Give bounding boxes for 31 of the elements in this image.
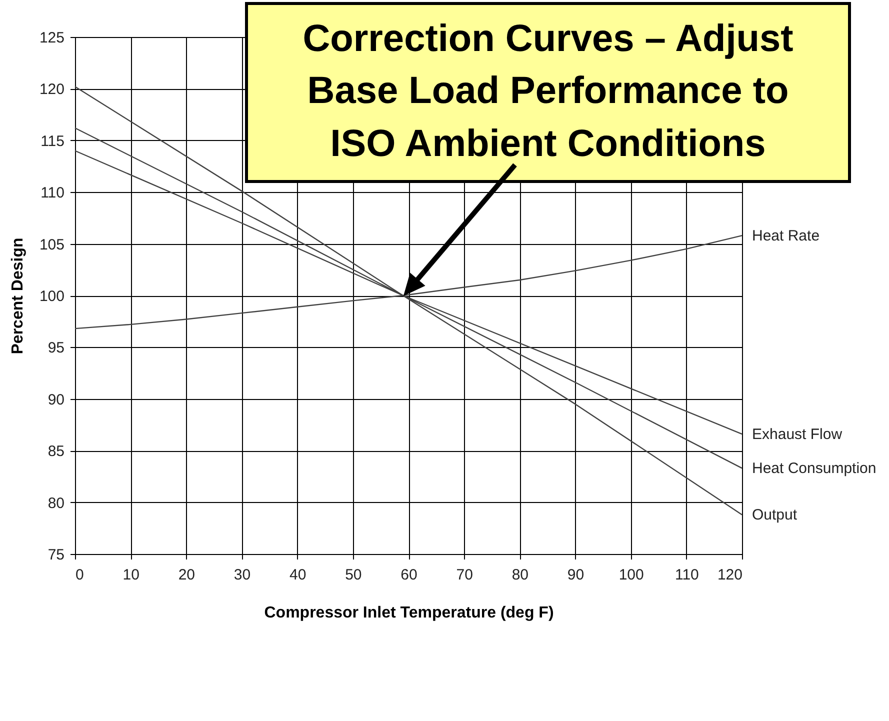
x-tick-label: 80 bbox=[512, 566, 529, 584]
y-tick-label: 125 bbox=[39, 30, 64, 46]
y-tick-label: 90 bbox=[48, 391, 64, 408]
x-tick-label: 110 bbox=[674, 566, 699, 584]
x-tick-label: 120 bbox=[717, 566, 742, 584]
y-tick-label: 95 bbox=[48, 340, 64, 357]
x-tick-label: 100 bbox=[618, 566, 644, 584]
y-tick-label: 85 bbox=[48, 443, 64, 460]
x-tick-label: 60 bbox=[400, 566, 418, 584]
x-tick-label: 10 bbox=[122, 566, 140, 584]
x-axis-title: Compressor Inlet Temperature (deg F) bbox=[264, 604, 554, 622]
y-tick-label: 100 bbox=[39, 288, 64, 305]
x-tick-label: 90 bbox=[567, 566, 584, 584]
series-label: Heat Consumption bbox=[752, 460, 876, 478]
x-tick-label: 30 bbox=[234, 566, 251, 584]
y-tick-label: 110 bbox=[40, 184, 64, 202]
x-tick-label: 50 bbox=[345, 566, 362, 584]
y-tick-label: 105 bbox=[39, 236, 64, 254]
x-tick-label: 70 bbox=[456, 566, 473, 584]
x-tick-label: 40 bbox=[289, 566, 306, 584]
y-tick-label: 120 bbox=[39, 81, 64, 98]
series-label: Exhaust Flow bbox=[752, 426, 842, 444]
y-axis-title: Percent Design bbox=[9, 238, 26, 354]
series-label: Output bbox=[752, 506, 798, 524]
annotation: Correction Curves – Adjust Base Load Performance to ISO Ambient Conditions bbox=[302, 18, 794, 165]
y-tick-label: 75 bbox=[48, 546, 64, 564]
x-tick-label: 0 bbox=[76, 566, 84, 584]
y-tick-label: 115 bbox=[40, 132, 64, 150]
x-tick-label: 20 bbox=[178, 566, 196, 584]
series-label: Heat Rate bbox=[752, 228, 820, 245]
y-tick-label: 80 bbox=[48, 494, 64, 512]
